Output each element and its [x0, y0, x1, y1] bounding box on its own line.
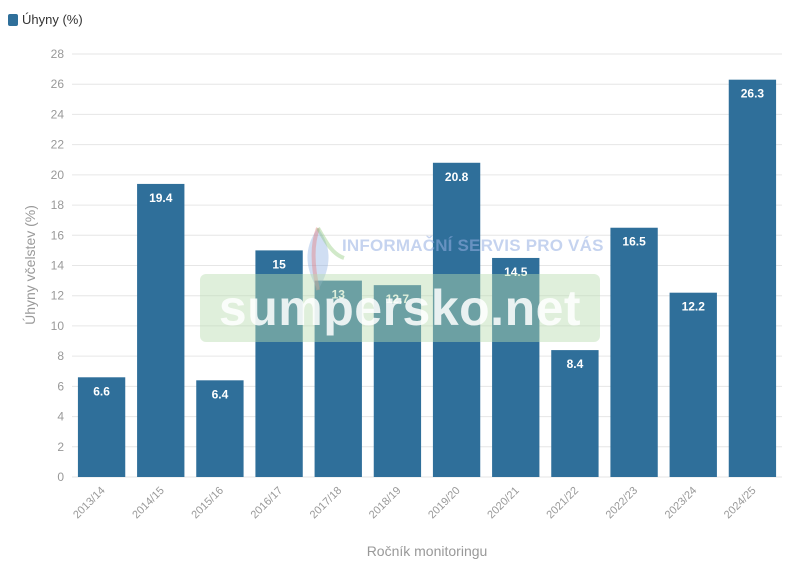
y-tick-label: 24 — [51, 107, 65, 121]
bar — [137, 183, 185, 477]
x-tick-label: 2018/19 — [367, 485, 404, 522]
bar-value-label: 6.6 — [93, 384, 110, 398]
x-tick-label: 2015/16 — [189, 485, 226, 522]
x-tick-label: 2014/15 — [130, 485, 167, 522]
bar — [432, 162, 481, 477]
x-tick-label: 2020/21 — [485, 485, 522, 522]
x-tick-label: 2024/25 — [722, 485, 759, 522]
y-tick-label: 20 — [51, 168, 65, 182]
y-tick-label: 8 — [57, 349, 64, 363]
x-tick-label: 2017/18 — [308, 485, 345, 522]
y-tick-label: 18 — [51, 198, 65, 212]
bar-value-label: 26.3 — [741, 87, 765, 101]
bar — [728, 79, 777, 478]
y-tick-label: 12 — [51, 289, 65, 303]
y-axis-title: Úhyny včelstev (%) — [22, 205, 38, 325]
y-tick-label: 10 — [51, 319, 65, 333]
bar-value-label: 12.7 — [386, 292, 410, 306]
x-tick-label: 2023/24 — [663, 485, 700, 522]
bar — [77, 377, 126, 477]
y-tick-label: 14 — [51, 259, 65, 273]
y-tick-label: 16 — [51, 228, 65, 242]
bar — [373, 285, 422, 477]
bar — [255, 250, 303, 477]
bar-value-label: 6.4 — [212, 387, 229, 401]
x-tick-label: 2016/17 — [249, 485, 286, 522]
x-tick-label: 2022/23 — [604, 485, 641, 522]
bar-value-label: 13 — [332, 288, 346, 302]
chart-legend: Úhyny (%) — [8, 12, 83, 27]
bar — [492, 257, 540, 477]
y-tick-label: 26 — [51, 77, 65, 91]
bar — [551, 350, 599, 477]
x-tick-label: 2019/20 — [426, 485, 463, 522]
bar — [610, 227, 658, 477]
x-axis-title: Ročník monitoringu — [367, 543, 488, 559]
bar — [314, 280, 362, 477]
legend-label: Úhyny (%) — [22, 12, 83, 27]
bar-value-label: 16.5 — [622, 235, 646, 249]
y-tick-label: 28 — [51, 47, 65, 61]
legend-swatch — [8, 13, 18, 26]
bar-value-label: 15 — [272, 257, 286, 271]
bar-value-label: 19.4 — [149, 191, 173, 205]
x-tick-label: 2021/22 — [544, 485, 581, 522]
y-tick-label: 2 — [57, 440, 64, 454]
y-tick-label: 4 — [57, 410, 64, 424]
bar-value-label: 20.8 — [445, 170, 469, 184]
y-tick-label: 22 — [51, 138, 65, 152]
bar-value-label: 14.5 — [504, 265, 528, 279]
bar — [669, 292, 717, 477]
y-tick-label: 6 — [57, 379, 64, 393]
bar — [196, 380, 244, 477]
x-tick-label: 2013/14 — [71, 485, 108, 522]
y-tick-label: 0 — [57, 470, 64, 484]
bar-value-label: 12.2 — [682, 300, 706, 314]
bar-value-label: 8.4 — [567, 357, 584, 371]
